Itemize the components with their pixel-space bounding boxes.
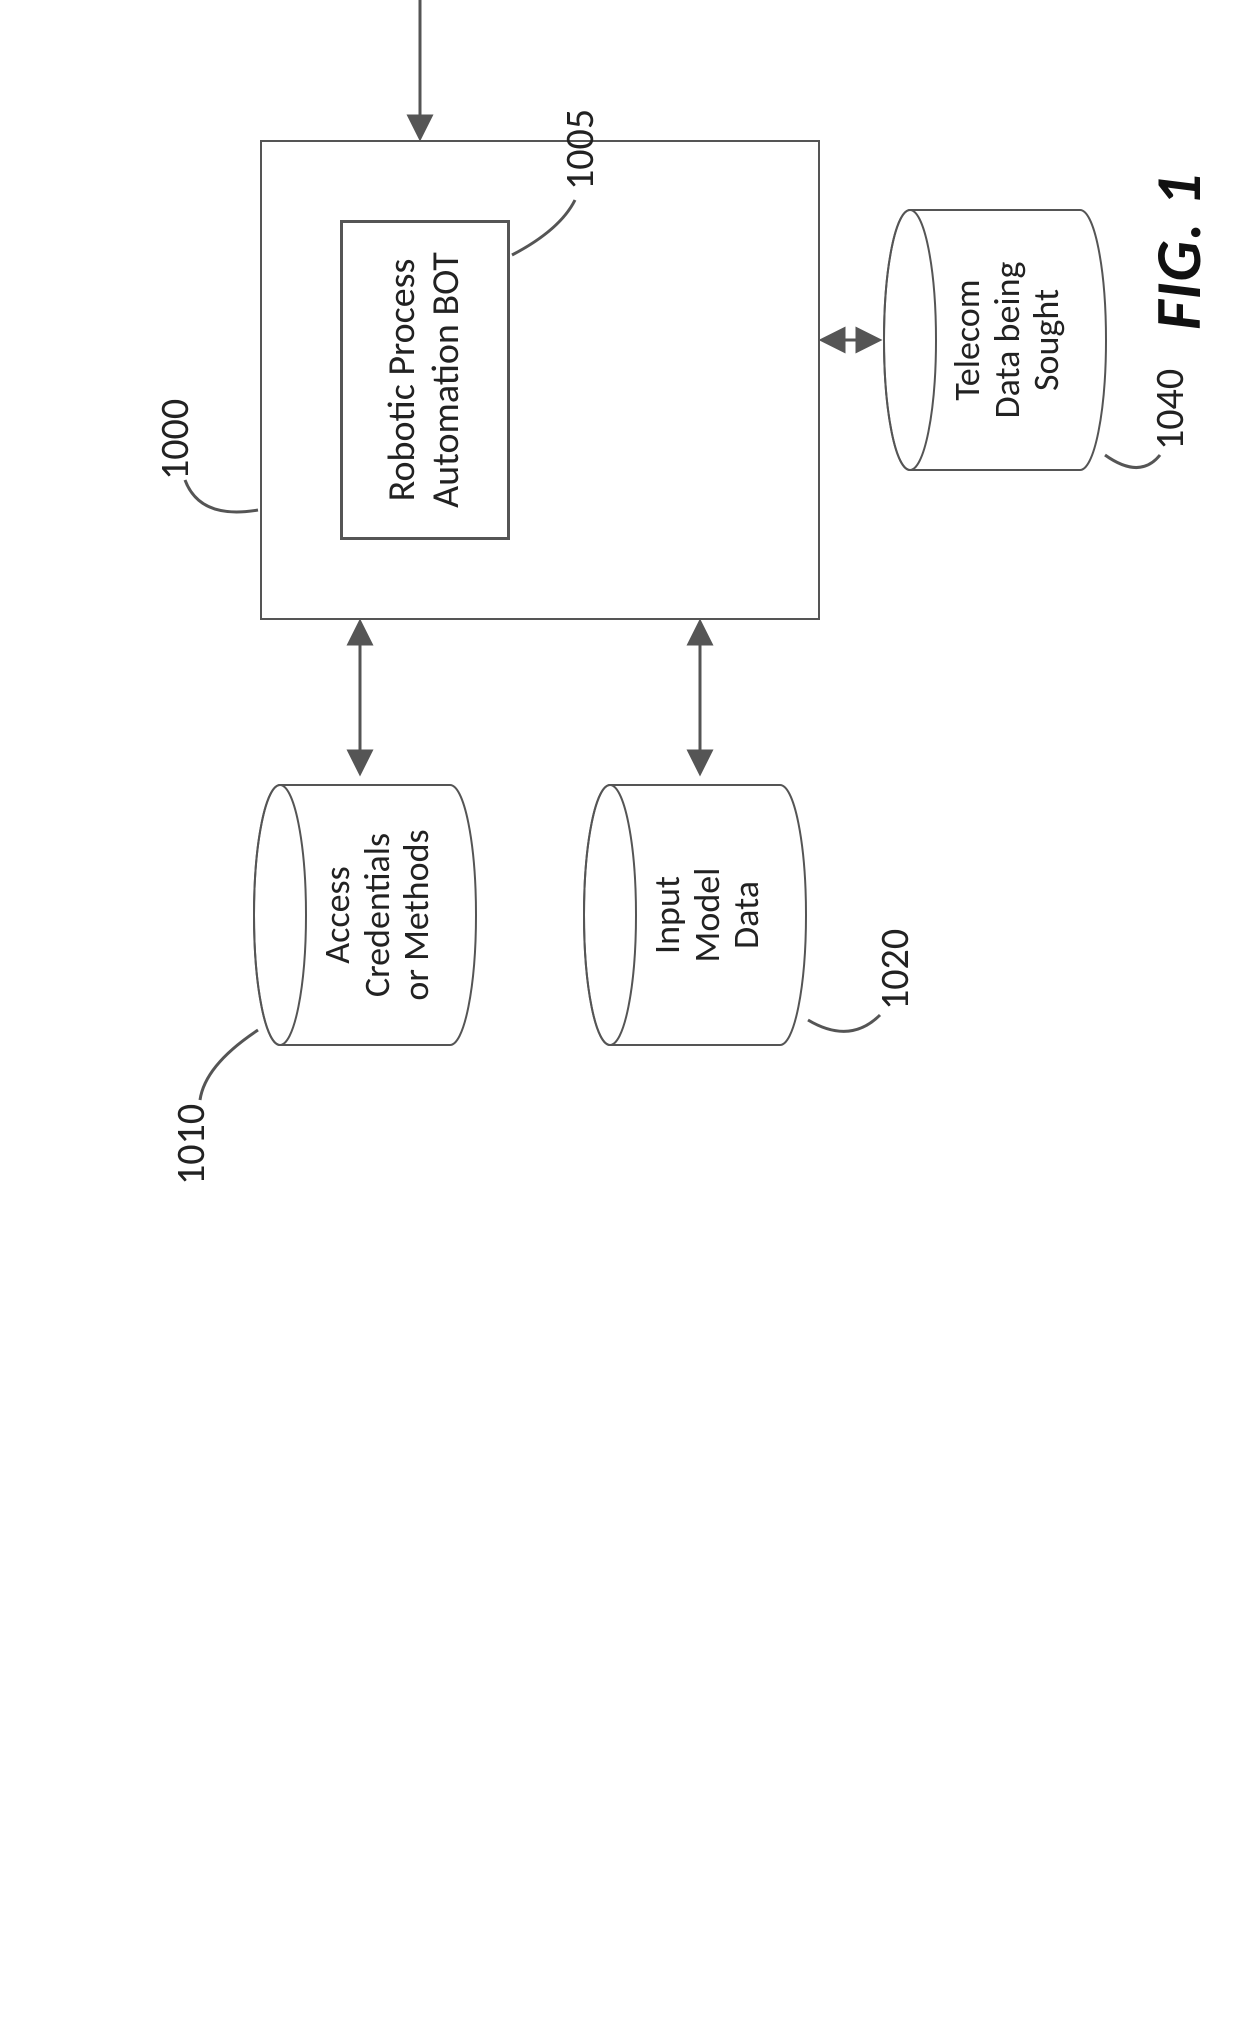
ref-1010: 1010 (166, 1104, 215, 1185)
connectors (0, 0, 1240, 1240)
ref-1020: 1020 (870, 929, 919, 1010)
ref-1000: 1000 (150, 399, 199, 480)
figure-title: FIG. 1 (1140, 173, 1218, 330)
ref-1005: 1005 (555, 109, 604, 190)
ref-1040: 1040 (1145, 369, 1194, 450)
